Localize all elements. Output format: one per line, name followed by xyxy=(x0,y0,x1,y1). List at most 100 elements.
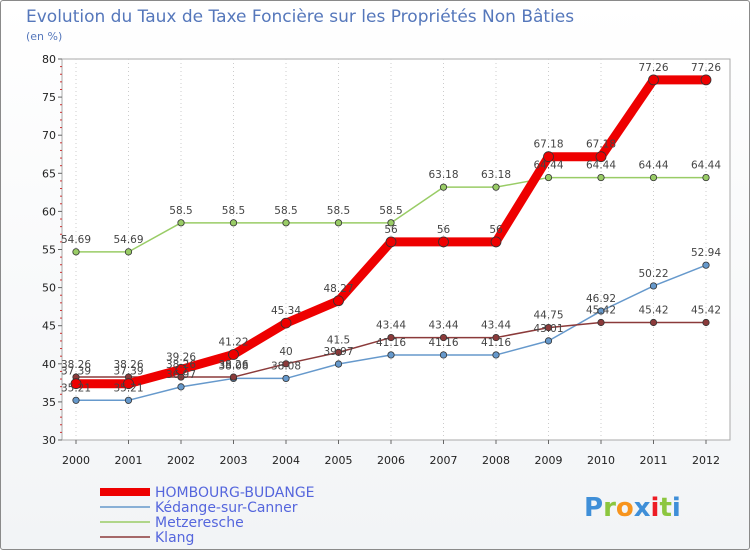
y-tick-label: 75 xyxy=(42,91,56,104)
data-label: 52.94 xyxy=(691,247,721,259)
data-label: 37.39 xyxy=(113,366,143,378)
data-label: 38.08 xyxy=(218,360,248,372)
data-point xyxy=(228,349,239,360)
data-label: 41.16 xyxy=(428,337,458,349)
data-point xyxy=(439,351,448,359)
data-point xyxy=(597,173,605,182)
legend-label: HOMBOURG-BUDANGE xyxy=(155,485,315,501)
y-tick-label: 60 xyxy=(42,205,56,218)
data-point xyxy=(177,219,185,227)
x-tick-label: 2010 xyxy=(587,454,615,467)
x-tick-label: 2009 xyxy=(535,454,563,467)
data-point xyxy=(492,351,500,359)
y-tick-label: 65 xyxy=(42,167,56,180)
x-tick-label: 2004 xyxy=(272,454,300,467)
x-tick-label: 2006 xyxy=(377,454,405,467)
data-label: 58.5 xyxy=(274,205,297,217)
y-tick-label: 50 xyxy=(42,282,56,295)
data-label: 40 xyxy=(279,346,292,358)
data-point xyxy=(387,351,395,359)
data-label: 41.5 xyxy=(327,334,350,346)
data-point xyxy=(334,219,343,227)
data-label: 36.97 xyxy=(166,369,196,381)
data-point xyxy=(124,396,133,404)
data-point xyxy=(282,360,290,368)
data-point xyxy=(649,282,658,290)
data-label: 44.75 xyxy=(533,310,563,322)
logo-letter: i xyxy=(651,493,660,523)
data-point xyxy=(70,378,82,390)
data-point xyxy=(123,378,134,390)
legend-label: Klang xyxy=(155,530,194,546)
data-label: 35.21 xyxy=(61,382,91,394)
data-label: 63.18 xyxy=(481,169,511,181)
data-point xyxy=(177,383,185,391)
data-label: 41.22 xyxy=(218,337,248,349)
data-label: 38.26 xyxy=(61,359,91,371)
legend: HOMBOURG-BUDANGEKédange-sur-CannerMetzer… xyxy=(100,485,315,546)
data-label: 46.92 xyxy=(586,293,616,305)
x-tick-label: 2011 xyxy=(640,454,668,467)
data-point xyxy=(648,74,659,86)
data-point xyxy=(282,374,290,383)
data-point xyxy=(700,74,712,86)
data-label: 50.22 xyxy=(638,268,668,280)
data-label: 54.69 xyxy=(113,234,143,246)
data-point xyxy=(438,236,449,248)
data-label: 38.26 xyxy=(113,359,143,371)
data-label: 39.26 xyxy=(166,351,196,363)
x-tick-label: 2012 xyxy=(692,454,720,467)
proxiti-logo: Proxiti xyxy=(584,493,681,523)
data-labels: 37.39 37.39 39.26 41.22 45.34 48.27 56 56 56 67.1… xyxy=(61,62,721,394)
data-point xyxy=(334,360,343,368)
x-tick-label: 2000 xyxy=(62,454,90,467)
y-tick-label: 70 xyxy=(42,129,56,142)
data-point xyxy=(387,333,395,342)
data-label: 58.5 xyxy=(169,205,192,217)
data-label: 38.26 xyxy=(218,359,248,371)
data-point xyxy=(282,219,290,227)
y-tick-label: 40 xyxy=(42,358,56,371)
data-point xyxy=(280,317,292,329)
data-label: 58.5 xyxy=(327,205,350,217)
legend-label: Metzeresche xyxy=(155,515,244,531)
data-label: 38.08 xyxy=(271,360,301,372)
data-label: 41.16 xyxy=(481,337,511,349)
data-point xyxy=(333,295,344,307)
logo-letter: P xyxy=(584,493,603,523)
data-label: 56 xyxy=(437,224,451,236)
x-tick-label: 2005 xyxy=(325,454,353,467)
x-axis: 2000 2001 2002 2003 2004 2005 2006 2007 2008 2009… xyxy=(62,440,720,467)
data-label: 45.42 xyxy=(586,304,616,316)
data-point xyxy=(492,183,500,191)
logo-letter: r xyxy=(603,493,616,523)
data-point xyxy=(702,318,710,327)
data-point xyxy=(544,173,553,182)
data-label: 43.01 xyxy=(533,323,563,335)
data-point xyxy=(334,348,343,356)
legend-label: Kédange-sur-Canner xyxy=(155,500,298,516)
data-point xyxy=(229,219,238,227)
data-label: 41.16 xyxy=(376,337,406,349)
data-label: 45.34 xyxy=(271,305,301,317)
y-tick-label: 55 xyxy=(42,244,56,257)
data-label: 45.42 xyxy=(691,304,721,316)
logo-letter: i xyxy=(672,493,681,523)
logo-letter: x xyxy=(634,493,651,523)
data-point xyxy=(492,333,500,342)
data-label: 45.42 xyxy=(638,304,668,316)
data-point xyxy=(649,173,658,182)
data-point xyxy=(597,307,605,315)
data-label: 64.44 xyxy=(533,160,563,172)
data-point xyxy=(229,373,238,381)
data-label: 77.26 xyxy=(691,62,721,74)
data-point xyxy=(385,236,397,248)
data-point xyxy=(124,248,133,256)
data-label: 43.44 xyxy=(481,320,511,332)
data-label: 64.44 xyxy=(638,160,668,172)
data-point xyxy=(439,183,448,191)
series-group xyxy=(70,74,712,404)
y-tick-label: 35 xyxy=(42,396,56,409)
data-label: 35.21 xyxy=(113,382,143,394)
